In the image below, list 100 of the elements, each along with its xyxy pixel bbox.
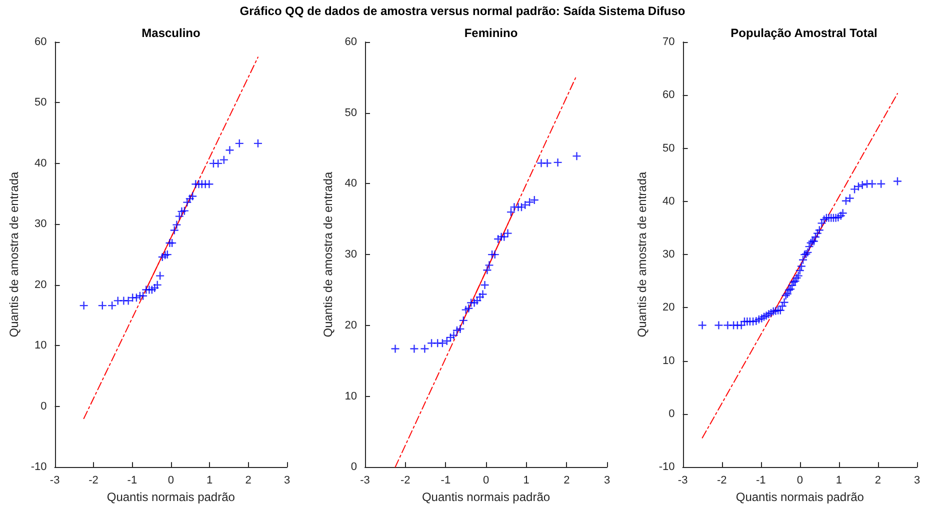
point <box>503 228 512 238</box>
y-tick-label: 20 <box>662 302 675 314</box>
x-tick-label: -2 <box>400 474 410 487</box>
point <box>524 198 534 207</box>
point <box>113 296 122 306</box>
point <box>410 344 419 354</box>
chart-title: População Amostral Total <box>730 26 878 40</box>
point <box>185 194 194 204</box>
x-tick-label: 2 <box>874 474 882 487</box>
x-tick-label: -3 <box>50 474 60 487</box>
x-axis-title: Quantis normais padrão <box>422 490 550 504</box>
point <box>225 145 234 155</box>
x-tick-label: -3 <box>678 474 688 487</box>
x-tick-label: 2 <box>564 474 570 487</box>
x-tick-label: -3 <box>360 474 370 487</box>
y-tick-label: 60 <box>34 36 47 48</box>
x-tick-label: 1 <box>206 474 213 487</box>
x-tick-label: 3 <box>914 474 920 487</box>
point <box>234 138 244 148</box>
x-tick-label: 2 <box>245 474 252 487</box>
point <box>458 316 468 326</box>
chart-title: Feminino <box>464 26 518 40</box>
point <box>214 158 223 168</box>
text: Gráfico QQ de dados de amostra versus normal padrão: Saída Sistema Difuso <box>238 4 686 18</box>
point <box>172 220 182 230</box>
y-tick-label: 70 <box>662 36 675 48</box>
x-tick-label: 3 <box>604 474 610 487</box>
x-axis-title: Quantis normais padrão <box>106 490 236 504</box>
point <box>516 202 526 212</box>
y-tick-label: -10 <box>658 461 675 474</box>
point <box>442 336 452 346</box>
y-tick-label: 50 <box>34 96 47 109</box>
point <box>475 292 485 302</box>
point <box>188 192 198 201</box>
y-tick-label: 30 <box>34 218 47 230</box>
point <box>155 271 165 280</box>
y-tick-label: 0 <box>350 461 357 474</box>
point <box>182 198 192 207</box>
point <box>132 293 142 302</box>
chart-title: Masculino <box>142 26 200 40</box>
point <box>572 151 582 161</box>
point <box>482 266 492 275</box>
point <box>536 158 546 168</box>
point <box>204 180 214 189</box>
y-tick-label: 50 <box>662 142 675 154</box>
x-tick-label: 0 <box>168 474 174 487</box>
point <box>553 158 562 168</box>
y-tick-label: 40 <box>34 157 47 170</box>
point <box>170 226 179 235</box>
point <box>219 155 229 164</box>
point <box>446 332 456 342</box>
y-tick-label: 0 <box>40 400 47 412</box>
point <box>253 138 263 148</box>
y-tick-label: 60 <box>344 36 357 48</box>
point <box>98 300 107 310</box>
point <box>494 234 503 244</box>
y-tick-label: -10 <box>30 461 47 474</box>
point <box>530 195 539 205</box>
point <box>461 305 470 314</box>
x-tick-label: -1 <box>127 474 138 487</box>
y-tick-label: 60 <box>662 89 675 102</box>
x-tick-label: 0 <box>796 474 803 487</box>
point <box>147 285 157 294</box>
y-axis-title: Quantis de amostra de entrada <box>635 172 649 338</box>
y-tick-label: 40 <box>344 178 357 190</box>
x-tick-label: -1 <box>756 474 766 487</box>
point <box>490 250 500 260</box>
x-tick-label: 1 <box>836 474 842 487</box>
y-tick-label: 0 <box>668 408 675 420</box>
point <box>464 304 474 313</box>
point <box>452 326 462 335</box>
point <box>520 200 530 210</box>
point <box>438 338 448 348</box>
x-tick-label: 1 <box>523 474 530 487</box>
point <box>480 280 490 290</box>
y-tick-label: 30 <box>344 248 357 261</box>
point <box>152 280 162 290</box>
point <box>500 232 509 242</box>
y-tick-label: 10 <box>34 340 47 352</box>
point <box>449 330 458 340</box>
point <box>124 296 133 306</box>
x-axis-title: Quantis normais padrão <box>736 490 864 504</box>
point <box>456 324 465 334</box>
point <box>158 252 167 262</box>
x-tick-label: -2 <box>716 474 727 487</box>
point <box>180 206 190 216</box>
x-tick-label: 0 <box>482 474 490 487</box>
y-tick-label: 40 <box>662 195 675 208</box>
point <box>167 238 177 248</box>
point <box>79 300 88 310</box>
y-tick-label: 10 <box>662 354 675 367</box>
point <box>107 300 117 310</box>
point <box>472 296 482 306</box>
point <box>390 344 400 354</box>
point <box>426 338 436 348</box>
y-tick-label: 20 <box>34 278 47 291</box>
y-tick-label: 10 <box>344 390 357 402</box>
point <box>478 290 488 299</box>
y-tick-label: 30 <box>662 248 675 261</box>
point <box>470 298 479 308</box>
